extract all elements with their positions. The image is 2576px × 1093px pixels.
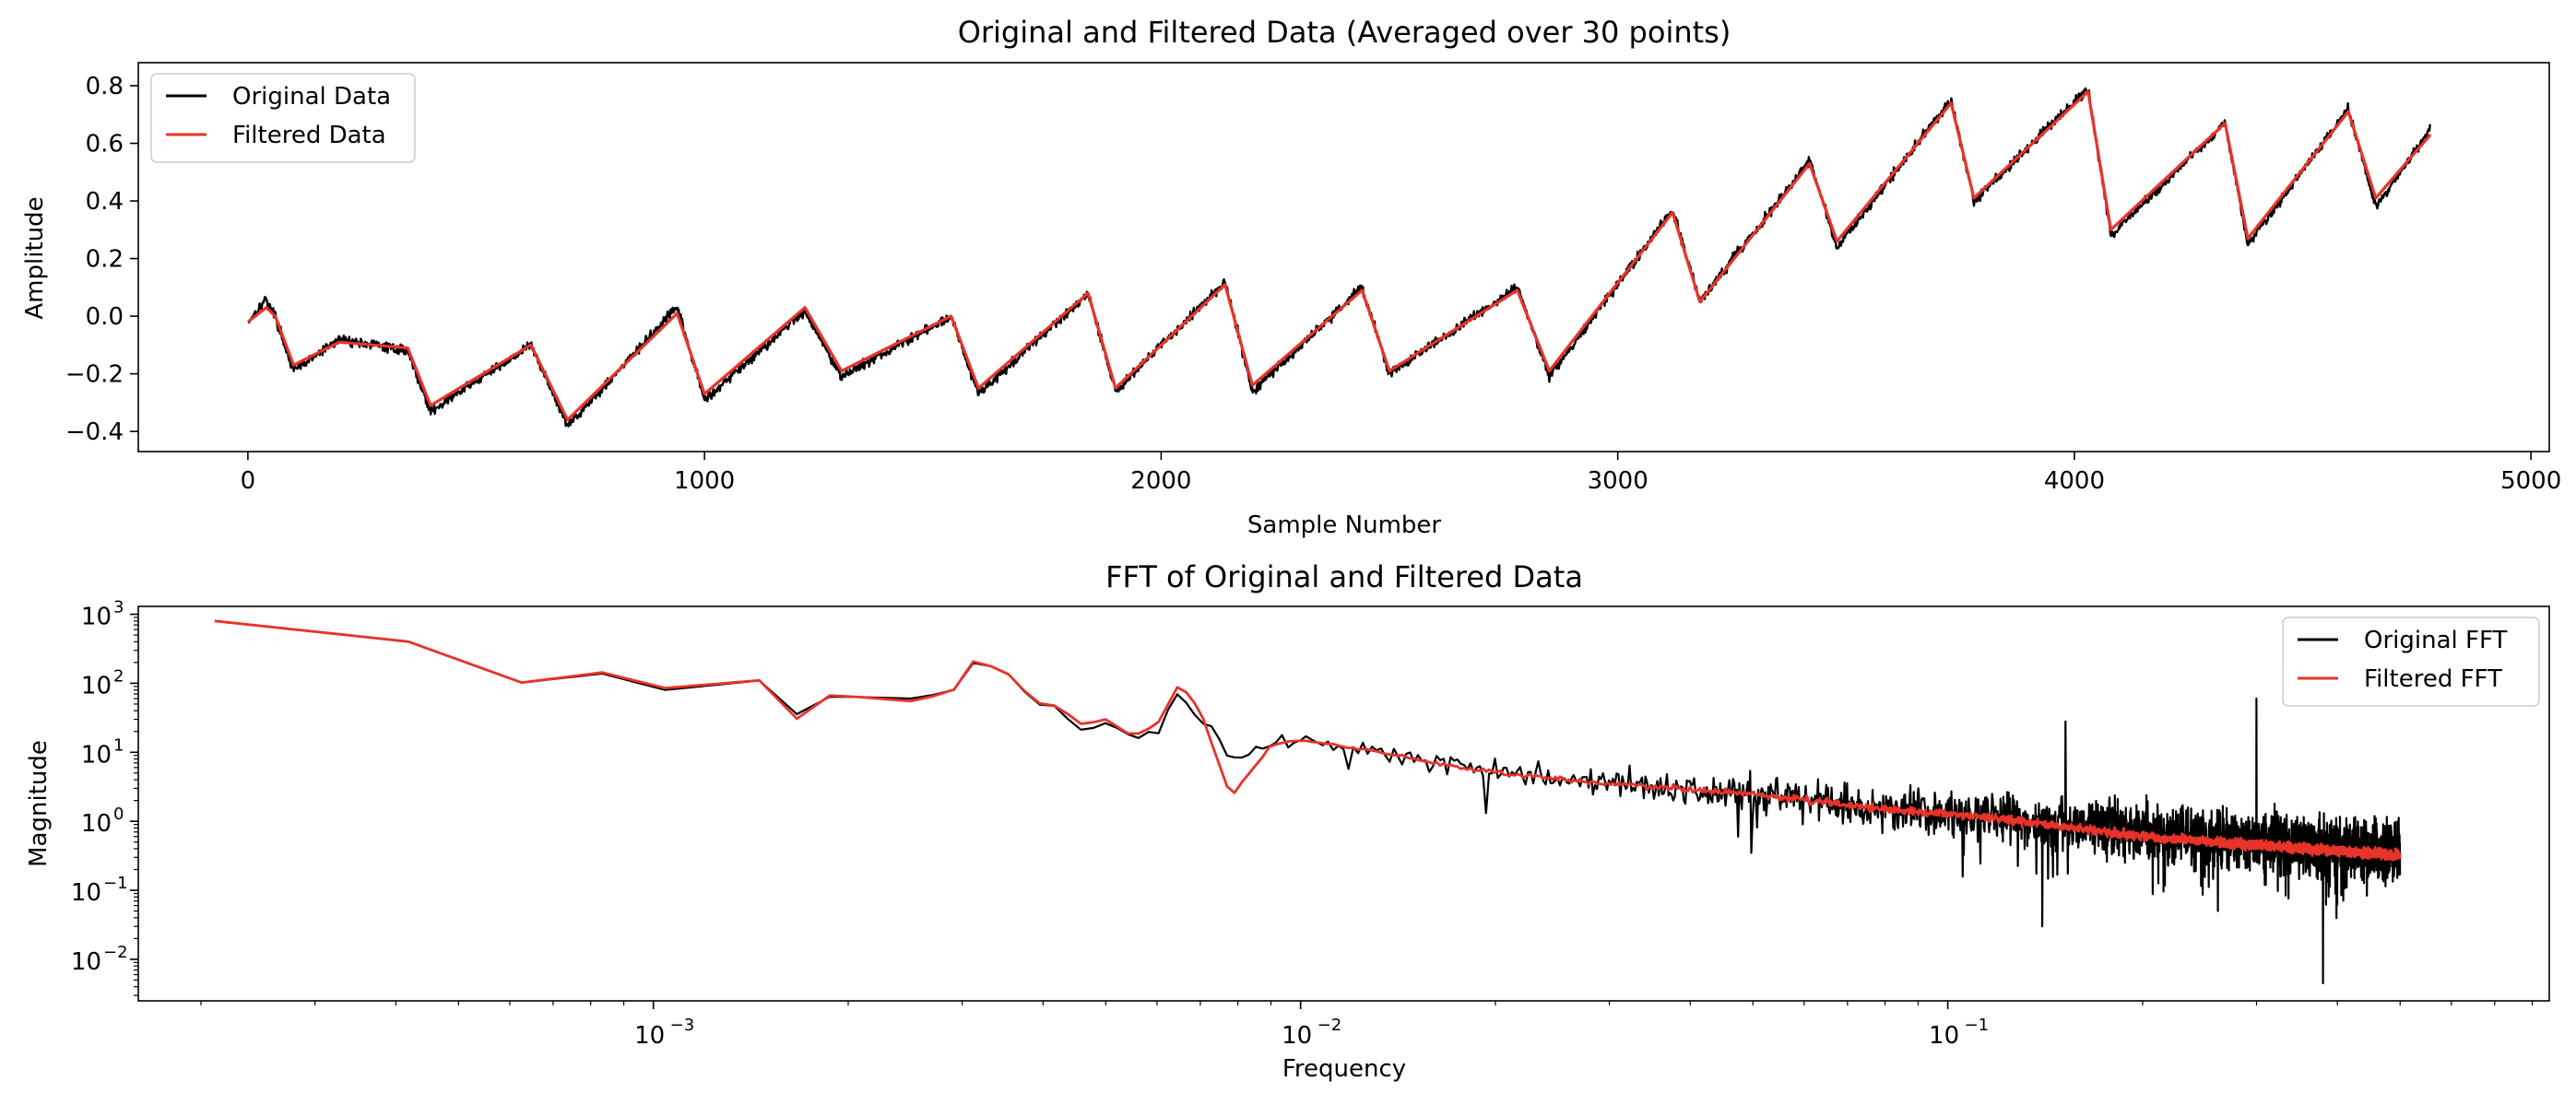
y-tick-label: 0.8: [86, 73, 124, 100]
x-tick-exponent: −2: [1318, 1016, 1342, 1035]
legend-box: [150, 73, 416, 163]
y-tick-exponent: 3: [113, 598, 124, 617]
chart-title: Original and Filtered Data (Averaged ove…: [958, 15, 1731, 50]
y-tick-label: 10: [81, 741, 112, 769]
plot-frame: [137, 62, 2550, 452]
y-tick-exponent: 1: [113, 735, 124, 755]
y-axis-label: Amplitude: [21, 196, 49, 319]
fft-chart: FFT of Original and Filtered Data 10 −3 10…: [25, 559, 2550, 1083]
plot-area: [214, 619, 2402, 985]
x-tick-label: 1000: [674, 467, 735, 495]
legend: Original Data Filtered Data: [150, 73, 416, 163]
y-tick-label: 0.6: [86, 131, 124, 159]
y-axis-ticks: −0.4 −0.2 0.0 0.2 0.4 0.6 0.8: [65, 73, 138, 446]
x-tick-label: 10: [634, 1022, 665, 1050]
x-tick-label: 4000: [2044, 467, 2105, 495]
x-tick-label: 2000: [1130, 467, 1191, 495]
legend: Original FFT Filtered FFT: [2282, 617, 2540, 707]
plot-area: [246, 87, 2432, 428]
x-axis-label: Sample Number: [1247, 511, 1442, 539]
legend-label-filtered-fft: Filtered FFT: [2364, 665, 2502, 693]
y-tick-label: −0.2: [65, 361, 124, 389]
legend-label-original-fft: Original FFT: [2364, 627, 2507, 654]
x-tick-exponent: −1: [1965, 1016, 1990, 1035]
y-tick-label: 0.2: [86, 246, 124, 274]
chart-title: FFT of Original and Filtered Data: [1105, 559, 1583, 594]
legend-label-original-data: Original Data: [232, 83, 391, 111]
y-tick-exponent: 2: [113, 666, 124, 686]
y-tick-label: 10: [71, 879, 101, 907]
series-line-filtered-data: [246, 89, 2432, 422]
y-tick-label: 10: [81, 604, 112, 631]
x-tick-label: 10: [1929, 1022, 1959, 1050]
x-axis-ticks: 0 1000 2000 3000 4000 5000: [241, 452, 2561, 495]
series-line-filtered-fft: [214, 619, 2402, 862]
plot-frame: [137, 605, 2550, 1002]
x-tick-exponent: −3: [670, 1016, 695, 1035]
y-tick-exponent: −2: [103, 943, 128, 962]
y-tick-exponent: 0: [113, 805, 124, 824]
x-tick-label: 5000: [2500, 467, 2561, 495]
time-series-chart: Original and Filtered Data (Averaged ove…: [21, 15, 2561, 539]
y-tick-label: −0.4: [65, 418, 124, 446]
x-axis-label: Frequency: [1282, 1055, 1406, 1083]
y-tick-label: 0.0: [86, 303, 124, 331]
legend-box: [2282, 617, 2540, 707]
y-axis-label: Magnitude: [25, 740, 53, 867]
y-tick-label: 10: [81, 810, 112, 838]
legend-label-filtered-data: Filtered Data: [232, 122, 386, 149]
y-tick-label: 10: [71, 948, 101, 976]
y-tick-label: 0.4: [86, 188, 124, 216]
y-tick-exponent: −1: [103, 874, 128, 893]
y-tick-label: 10: [81, 672, 112, 699]
x-tick-label: 10: [1282, 1022, 1312, 1050]
x-tick-label: 0: [241, 467, 256, 495]
x-axis-ticks: 10 −3 10 −2 10 −1: [200, 1001, 2534, 1050]
x-tick-label: 3000: [1588, 467, 1648, 495]
